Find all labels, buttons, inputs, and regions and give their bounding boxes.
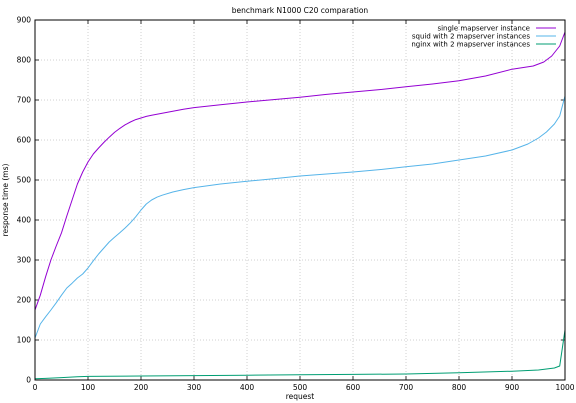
- x-tick-label: 300: [187, 383, 202, 392]
- y-tick-label: 700: [17, 96, 32, 105]
- series-line-squid-with-2-mapserver-instances: [34, 95, 566, 339]
- chart-title: benchmark N1000 C20 comparation: [232, 6, 369, 15]
- plot-frame: [34, 19, 566, 381]
- y-tick-label: 100: [17, 336, 32, 345]
- x-tick-label: 900: [505, 383, 520, 392]
- data-series: [34, 31, 566, 380]
- x-tick-label: 600: [346, 383, 361, 392]
- y-tick-label: 200: [17, 296, 32, 305]
- gridlines: [35, 20, 565, 380]
- x-tick-label: 400: [240, 383, 255, 392]
- y-tick-label: 900: [17, 16, 32, 25]
- x-tick-label: 0: [33, 383, 38, 392]
- x-tick-label: 800: [452, 383, 467, 392]
- legend-label: single mapserver instance: [437, 25, 530, 33]
- y-tick-label: 400: [17, 216, 32, 225]
- x-tick-label: 200: [134, 383, 149, 392]
- series-line-single-mapserver-instance: [34, 31, 566, 311]
- y-tick-label: 600: [17, 136, 32, 145]
- axis-ticks: 0 100 200 300 400 500 600 700 800 900 0 100 200 300 40…: [17, 16, 575, 393]
- x-tick-label: 700: [399, 383, 414, 392]
- y-tick-label: 0: [26, 376, 31, 385]
- legend-label: nginx with 2 mapserver instances: [411, 41, 530, 49]
- legend-label: squid with 2 mapserver instances: [412, 33, 530, 41]
- x-axis-label: request: [286, 392, 315, 401]
- series-line-nginx-with-2-mapserver-instances: [34, 329, 566, 380]
- x-tick-label: 100: [81, 383, 96, 392]
- x-tick-label: 1000: [555, 383, 574, 392]
- y-tick-label: 800: [17, 56, 32, 65]
- y-axis-label: response time (ms): [1, 164, 10, 237]
- x-tick-label: 500: [293, 383, 308, 392]
- y-tick-label: 300: [17, 256, 32, 265]
- y-tick-label: 500: [17, 176, 32, 185]
